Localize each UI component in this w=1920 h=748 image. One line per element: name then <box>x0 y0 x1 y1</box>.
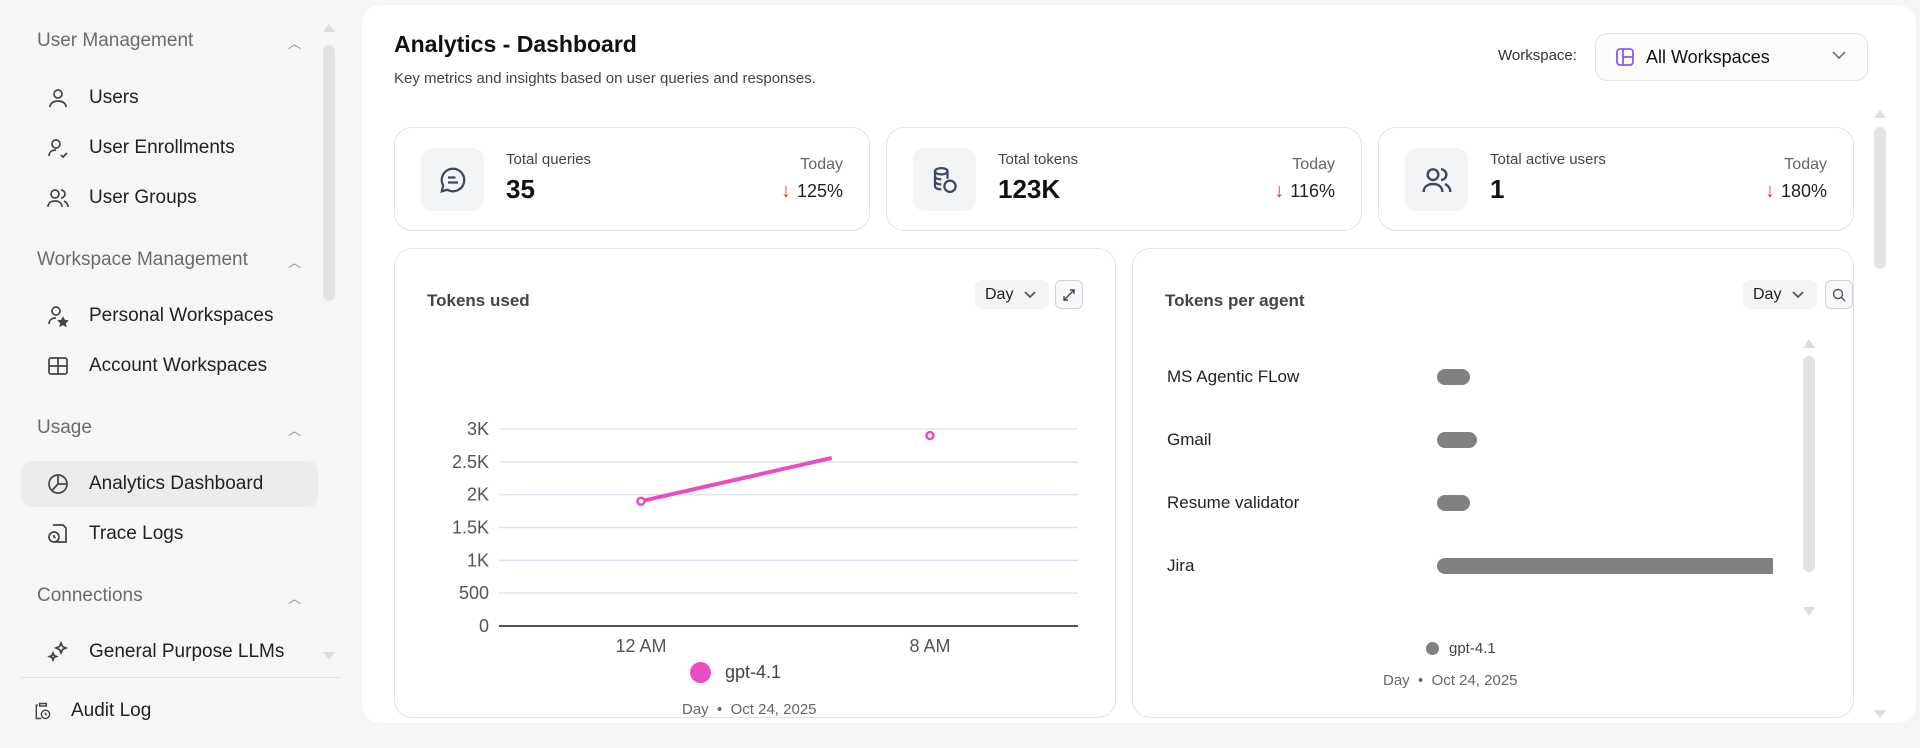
agent-label: Jira <box>1167 556 1195 575</box>
divider <box>21 677 341 678</box>
scroll-down-arrow[interactable] <box>1874 710 1886 718</box>
sidebar-item-user-groups[interactable]: User Groups <box>21 175 318 221</box>
card-title: Tokens per agent <box>1165 291 1305 310</box>
y-tick-label: 500 <box>459 583 489 603</box>
workspace-label: Workspace: <box>1498 47 1577 64</box>
arrow-down-icon: ↓ <box>1274 180 1285 202</box>
page-subtitle: Key metrics and insights based on user q… <box>394 70 816 87</box>
agent-label: Gmail <box>1167 430 1212 449</box>
chevron-down-icon <box>1792 290 1805 298</box>
sidebar-item-account-workspaces[interactable]: Account Workspaces <box>21 343 318 389</box>
x-tick-label: 12 AM <box>615 636 666 656</box>
audit-log-icon <box>33 700 53 722</box>
agent-bar[interactable] <box>1437 558 1773 574</box>
coins-icon <box>913 148 976 211</box>
user-icon <box>45 85 71 111</box>
agent-bar[interactable] <box>1437 369 1470 385</box>
chevron-down-icon <box>1831 47 1847 63</box>
stat-card-total-tokens: Total tokens 123K Today ↓ 116% <box>886 127 1362 231</box>
arrow-down-icon: ↓ <box>780 180 791 202</box>
y-tick-label: 2.5K <box>452 452 489 472</box>
chevron-up-icon[interactable]: ︿ <box>288 36 302 51</box>
users-icon <box>1405 148 1468 211</box>
sidebar-item-general-purpose-llms[interactable]: General Purpose LLMs <box>21 629 318 675</box>
grid-icon <box>45 353 71 379</box>
trace-log-icon <box>45 521 71 547</box>
pie-chart-icon <box>45 471 71 497</box>
data-point <box>636 496 646 506</box>
y-tick-label: 1.5K <box>452 518 489 538</box>
card-title: Tokens used <box>427 291 530 310</box>
search-icon <box>1832 288 1846 301</box>
user-star-icon <box>45 303 71 329</box>
users-icon <box>45 185 71 211</box>
arrow-down-icon: ↓ <box>1764 180 1775 202</box>
user-check-icon <box>45 135 71 161</box>
expand-button[interactable] <box>1055 280 1083 309</box>
period-select[interactable]: Day <box>1743 280 1817 309</box>
section-user-management[interactable]: User Management <box>37 30 194 51</box>
sidebar-item-trace-logs[interactable]: Trace Logs <box>21 511 318 557</box>
section-usage[interactable]: Usage <box>37 417 92 438</box>
main-scrollbar[interactable] <box>1874 127 1886 269</box>
stat-card-total-active-users: Total active users 1 Today ↓ 180% <box>1378 127 1854 231</box>
sidebar-item-users[interactable]: Users <box>21 75 318 121</box>
sidebar-item-analytics-dashboard[interactable]: Analytics Dashboard <box>21 461 318 507</box>
scroll-down-arrow[interactable] <box>1803 607 1815 616</box>
legend-swatch <box>690 662 711 683</box>
sidebar-scrollbar[interactable] <box>323 45 335 301</box>
main-panel: Analytics - Dashboard Key metrics and in… <box>362 5 1916 723</box>
x-tick-label: 8 AM <box>909 636 950 656</box>
workspace-select[interactable]: All Workspaces <box>1595 33 1868 81</box>
y-tick-label: 0 <box>479 616 489 636</box>
chevron-down-icon <box>1024 290 1037 298</box>
agent-list-scrollbar[interactable] <box>1803 356 1815 572</box>
layout-icon <box>1616 48 1634 66</box>
period-select[interactable]: Day <box>975 280 1049 309</box>
agent-label: Resume validator <box>1167 493 1300 512</box>
chat-icon <box>421 148 484 211</box>
section-workspace-management[interactable]: Workspace Management <box>37 249 248 270</box>
sidebar-item-personal-workspaces[interactable]: Personal Workspaces <box>21 293 318 339</box>
page-title: Analytics - Dashboard <box>394 31 637 57</box>
search-button[interactable] <box>1825 280 1853 309</box>
scroll-up-arrow[interactable] <box>1874 110 1886 118</box>
legend-swatch <box>1426 642 1439 655</box>
chevron-up-icon[interactable]: ︿ <box>288 423 302 438</box>
y-tick-label: 2K <box>467 485 489 505</box>
expand-icon <box>1063 288 1075 301</box>
scroll-up-arrow[interactable] <box>1803 339 1815 348</box>
agent-bar-list: MS Agentic FLow Gmail Resume validator Jira… <box>1133 329 1773 619</box>
sidebar-item-audit-log[interactable]: Audit Log <box>33 700 151 722</box>
chevron-up-icon[interactable]: ︿ <box>288 255 302 270</box>
series-line <box>640 455 833 504</box>
y-tick-label: 1K <box>467 550 489 570</box>
tokens-per-agent-card: Tokens per agent Day MS Agentic FLow Gmai… <box>1132 248 1854 718</box>
section-connections[interactable]: Connections <box>37 585 143 606</box>
chevron-up-icon[interactable]: ︿ <box>288 591 302 606</box>
legend-item[interactable]: gpt-4.1 <box>690 662 781 683</box>
tokens-used-chart: 0 500 1K 1.5K 2K 2.5K 3K 12 AM 8 AM <box>452 419 1078 656</box>
tokens-used-card: Tokens used Day 0 500 1K 1.5K 2K 2.5K 3K 12 AM 8… <box>394 248 1116 718</box>
y-tick-label: 3K <box>467 419 489 439</box>
legend-item[interactable]: gpt-4.1 <box>1426 640 1496 657</box>
data-point <box>925 430 935 441</box>
agent-bar[interactable] <box>1437 495 1470 511</box>
scroll-up-arrow[interactable] <box>323 24 335 32</box>
sparkles-icon <box>45 639 71 665</box>
agent-label: MS Agentic FLow <box>1167 367 1300 386</box>
agent-label: AI4WSearchProdApp <box>1167 617 1329 619</box>
scroll-down-arrow[interactable] <box>323 652 335 660</box>
stat-card-total-queries: Total queries 35 Today ↓ 125% <box>394 127 870 231</box>
sidebar-item-user-enrollments[interactable]: User Enrollments <box>21 125 318 171</box>
agent-bar[interactable] <box>1437 432 1478 448</box>
